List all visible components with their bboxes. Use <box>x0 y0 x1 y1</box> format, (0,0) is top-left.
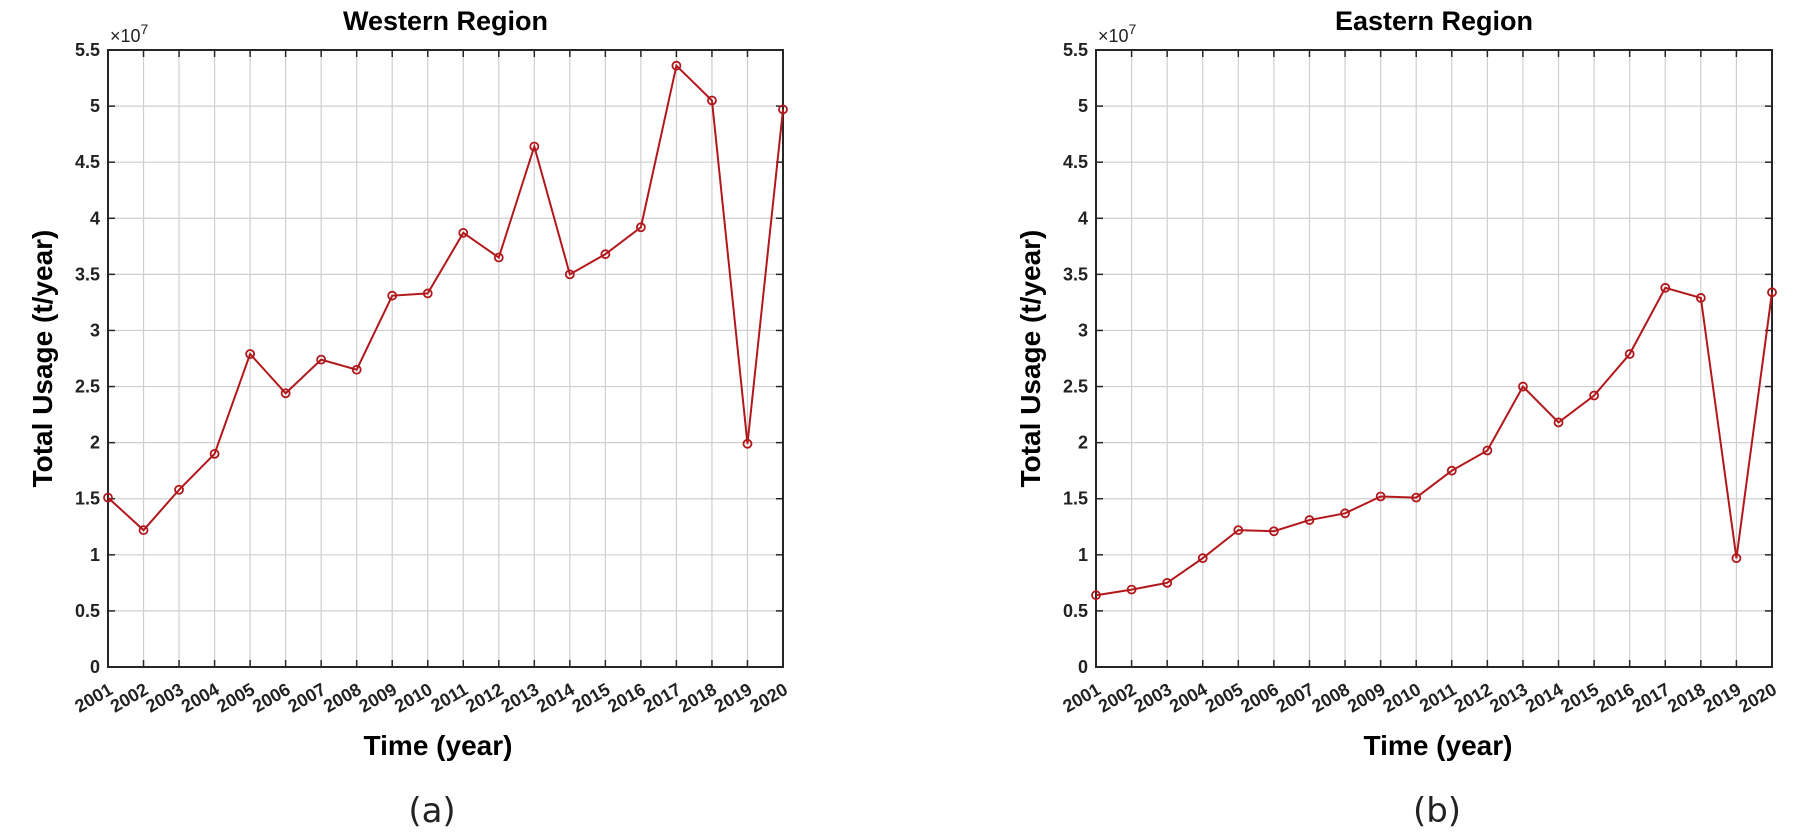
y-exponent-power: 7 <box>1129 21 1137 37</box>
data-point <box>778 104 788 115</box>
data-point <box>138 525 149 536</box>
y-exponent-power: 7 <box>141 21 149 37</box>
y-tick-label: 5 <box>90 96 100 116</box>
data-point <box>1091 590 1101 601</box>
data-point <box>600 249 611 260</box>
chart-title: Eastern Region <box>1335 6 1533 36</box>
data-point <box>1731 553 1742 564</box>
data-point <box>493 252 504 263</box>
y-tick-label: 4 <box>90 208 100 228</box>
data-point <box>1589 390 1600 401</box>
data-point <box>174 484 184 495</box>
data-point <box>1126 584 1137 595</box>
data-point <box>209 448 220 459</box>
data-point <box>280 388 291 399</box>
y-tick-label: 1 <box>90 545 100 565</box>
y-exponent-base: ×10 <box>110 26 141 46</box>
data-point <box>1767 287 1777 298</box>
data-point <box>707 95 717 106</box>
data-point <box>1304 515 1315 525</box>
x-axis-label: Time (year) <box>1364 730 1513 761</box>
y-tick-label: 5.5 <box>1063 40 1088 60</box>
y-tick-label: 2.5 <box>1063 377 1088 397</box>
data-point <box>103 492 113 503</box>
data-point <box>671 60 682 71</box>
data-point <box>1162 577 1173 588</box>
data-point <box>1340 508 1350 519</box>
data-point <box>1518 381 1528 392</box>
y-tick-label: 4.5 <box>1063 152 1088 172</box>
data-point <box>1446 465 1457 476</box>
series-line <box>107 63 784 532</box>
data-point <box>742 438 753 449</box>
data-point <box>1553 417 1564 428</box>
y-tick-label: 0.5 <box>75 601 100 621</box>
data-point <box>635 222 646 233</box>
y-tick-label: 5 <box>1078 96 1088 116</box>
y-tick-label: 4.5 <box>75 152 100 172</box>
data-point <box>529 141 540 152</box>
data-point <box>316 354 327 365</box>
data-point <box>387 290 398 301</box>
y-tick-label: 0 <box>90 657 100 677</box>
data-point <box>1660 282 1671 293</box>
data-point <box>1197 553 1208 564</box>
y-axis-label: Total Usage (t/year) <box>1015 230 1046 488</box>
y-tick-label: 4 <box>1078 208 1088 228</box>
y-exponent-base: ×10 <box>1098 26 1129 46</box>
chart-panel-2 <box>1091 49 1777 668</box>
y-tick-label: 1.5 <box>1063 489 1088 509</box>
chart-panel-1 <box>103 49 788 668</box>
data-point <box>351 364 362 375</box>
y-tick-label: 2.5 <box>75 377 100 397</box>
y-tick-label: 3.5 <box>75 264 100 284</box>
y-tick-label: 0.5 <box>1063 601 1088 621</box>
y-tick-label: 1.5 <box>75 489 100 509</box>
data-point <box>1411 492 1422 503</box>
y-tick-label: 2 <box>1078 433 1088 453</box>
series-line <box>1095 286 1773 597</box>
data-point <box>1375 491 1386 502</box>
data-point <box>1482 445 1493 456</box>
y-tick-label: 1 <box>1078 545 1088 565</box>
data-point <box>1695 293 1706 303</box>
panel-label: (b) <box>1413 791 1461 831</box>
data-point <box>1268 526 1279 537</box>
data-point <box>245 349 256 359</box>
y-exponent-label: ×107 <box>1098 21 1137 46</box>
y-tick-label: 3.5 <box>1063 264 1088 284</box>
y-exponent-label: ×107 <box>110 21 149 46</box>
data-point <box>458 227 469 238</box>
x-tick-label: 2020 <box>746 679 791 716</box>
y-tick-label: 2 <box>90 433 100 453</box>
data-point <box>1233 525 1244 536</box>
axes-box <box>107 49 784 668</box>
y-tick-label: 3 <box>90 320 100 340</box>
y-tick-label: 3 <box>1078 320 1088 340</box>
data-point <box>564 269 575 280</box>
x-axis-label: Time (year) <box>364 730 513 761</box>
axes-box <box>1095 49 1773 668</box>
panel-label: (a) <box>408 791 455 831</box>
y-axis-label: Total Usage (t/year) <box>27 230 58 488</box>
data-point <box>422 288 433 299</box>
chart-title: Western Region <box>343 6 548 36</box>
y-tick-label: 5.5 <box>75 40 100 60</box>
y-tick-label: 0 <box>1078 657 1088 677</box>
data-point <box>1624 349 1635 359</box>
x-tick-label: 2020 <box>1735 679 1780 716</box>
